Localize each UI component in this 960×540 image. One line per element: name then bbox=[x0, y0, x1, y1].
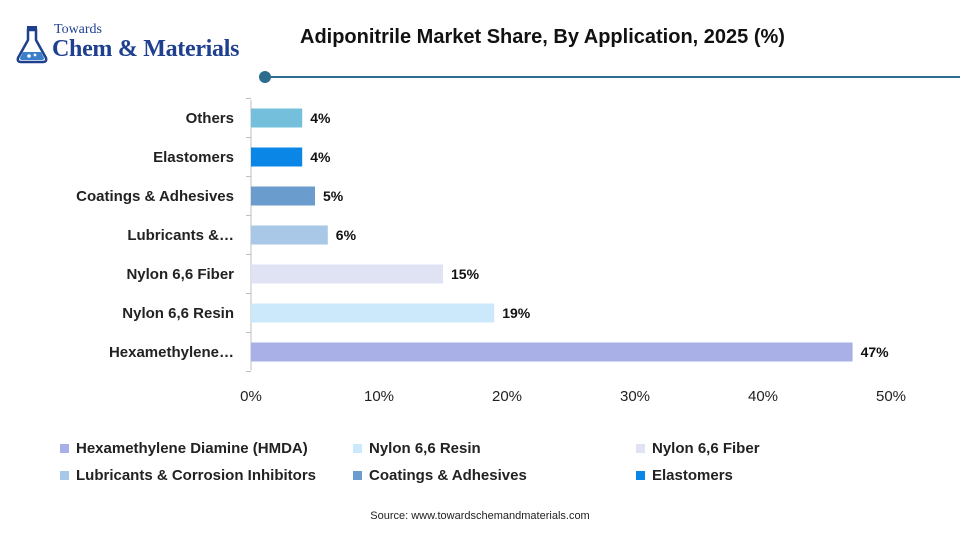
data-label: 19% bbox=[502, 305, 531, 321]
category-label: Coatings & Adhesives bbox=[76, 188, 234, 205]
category-label: Hexamethylene… bbox=[109, 344, 234, 361]
chart-title: Adiponitrile Market Share, By Applicatio… bbox=[300, 26, 785, 48]
category-label: Lubricants &… bbox=[127, 227, 234, 244]
x-tick-label: 40% bbox=[748, 388, 778, 405]
data-label: 47% bbox=[861, 344, 890, 360]
data-label: 4% bbox=[310, 149, 331, 165]
data-label: 4% bbox=[310, 110, 331, 126]
legend-swatch bbox=[353, 471, 362, 480]
category-label: Nylon 6,6 Resin bbox=[122, 305, 234, 322]
source-note: Source: www.towardschemandmaterials.com bbox=[370, 510, 590, 522]
legend-label: Coatings & Adhesives bbox=[369, 467, 527, 484]
x-tick-label: 10% bbox=[364, 388, 394, 405]
bar bbox=[251, 147, 303, 167]
x-tick-label: 0% bbox=[240, 388, 262, 405]
x-tick-label: 50% bbox=[876, 388, 906, 405]
legend-item: Coatings & Adhesives bbox=[353, 467, 527, 484]
brand-logo: Towards Chem & Materials bbox=[14, 20, 254, 70]
legend-label: Nylon 6,6 Fiber bbox=[652, 440, 760, 457]
legend-item: Nylon 6,6 Resin bbox=[353, 440, 481, 457]
legend-label: Hexamethylene Diamine (HMDA) bbox=[76, 440, 308, 457]
category-label: Others bbox=[186, 110, 234, 127]
legend-label: Elastomers bbox=[652, 467, 733, 484]
legend-item: Nylon 6,6 Fiber bbox=[636, 440, 760, 457]
category-label: Nylon 6,6 Fiber bbox=[126, 266, 234, 283]
flask-icon bbox=[16, 26, 48, 64]
title-rule-dot bbox=[259, 71, 271, 83]
legend-swatch bbox=[353, 444, 362, 453]
data-label: 6% bbox=[336, 227, 357, 243]
logo-top-text: Towards bbox=[54, 22, 103, 37]
legend-swatch bbox=[636, 444, 645, 453]
legend-label: Nylon 6,6 Resin bbox=[369, 440, 481, 457]
logo-main-text: Chem & Materials bbox=[52, 36, 240, 62]
bar bbox=[251, 186, 315, 206]
bar bbox=[251, 225, 328, 245]
data-label: 5% bbox=[323, 188, 344, 204]
x-tick-label: 20% bbox=[492, 388, 522, 405]
legend-item: Elastomers bbox=[636, 467, 733, 484]
legend-item: Lubricants & Corrosion Inhibitors bbox=[60, 467, 316, 484]
category-label: Elastomers bbox=[153, 149, 234, 166]
legend-item: Hexamethylene Diamine (HMDA) bbox=[60, 440, 308, 457]
legend-label: Lubricants & Corrosion Inhibitors bbox=[76, 467, 317, 484]
title-rule-line bbox=[266, 76, 960, 78]
legend-swatch bbox=[60, 471, 69, 480]
legend-swatch bbox=[636, 471, 645, 480]
legend-swatch bbox=[60, 444, 69, 453]
bar bbox=[251, 303, 495, 323]
x-tick-label: 30% bbox=[620, 388, 650, 405]
bar bbox=[251, 108, 303, 128]
data-label: 15% bbox=[451, 266, 480, 282]
bar bbox=[251, 342, 853, 362]
bar bbox=[251, 264, 443, 284]
